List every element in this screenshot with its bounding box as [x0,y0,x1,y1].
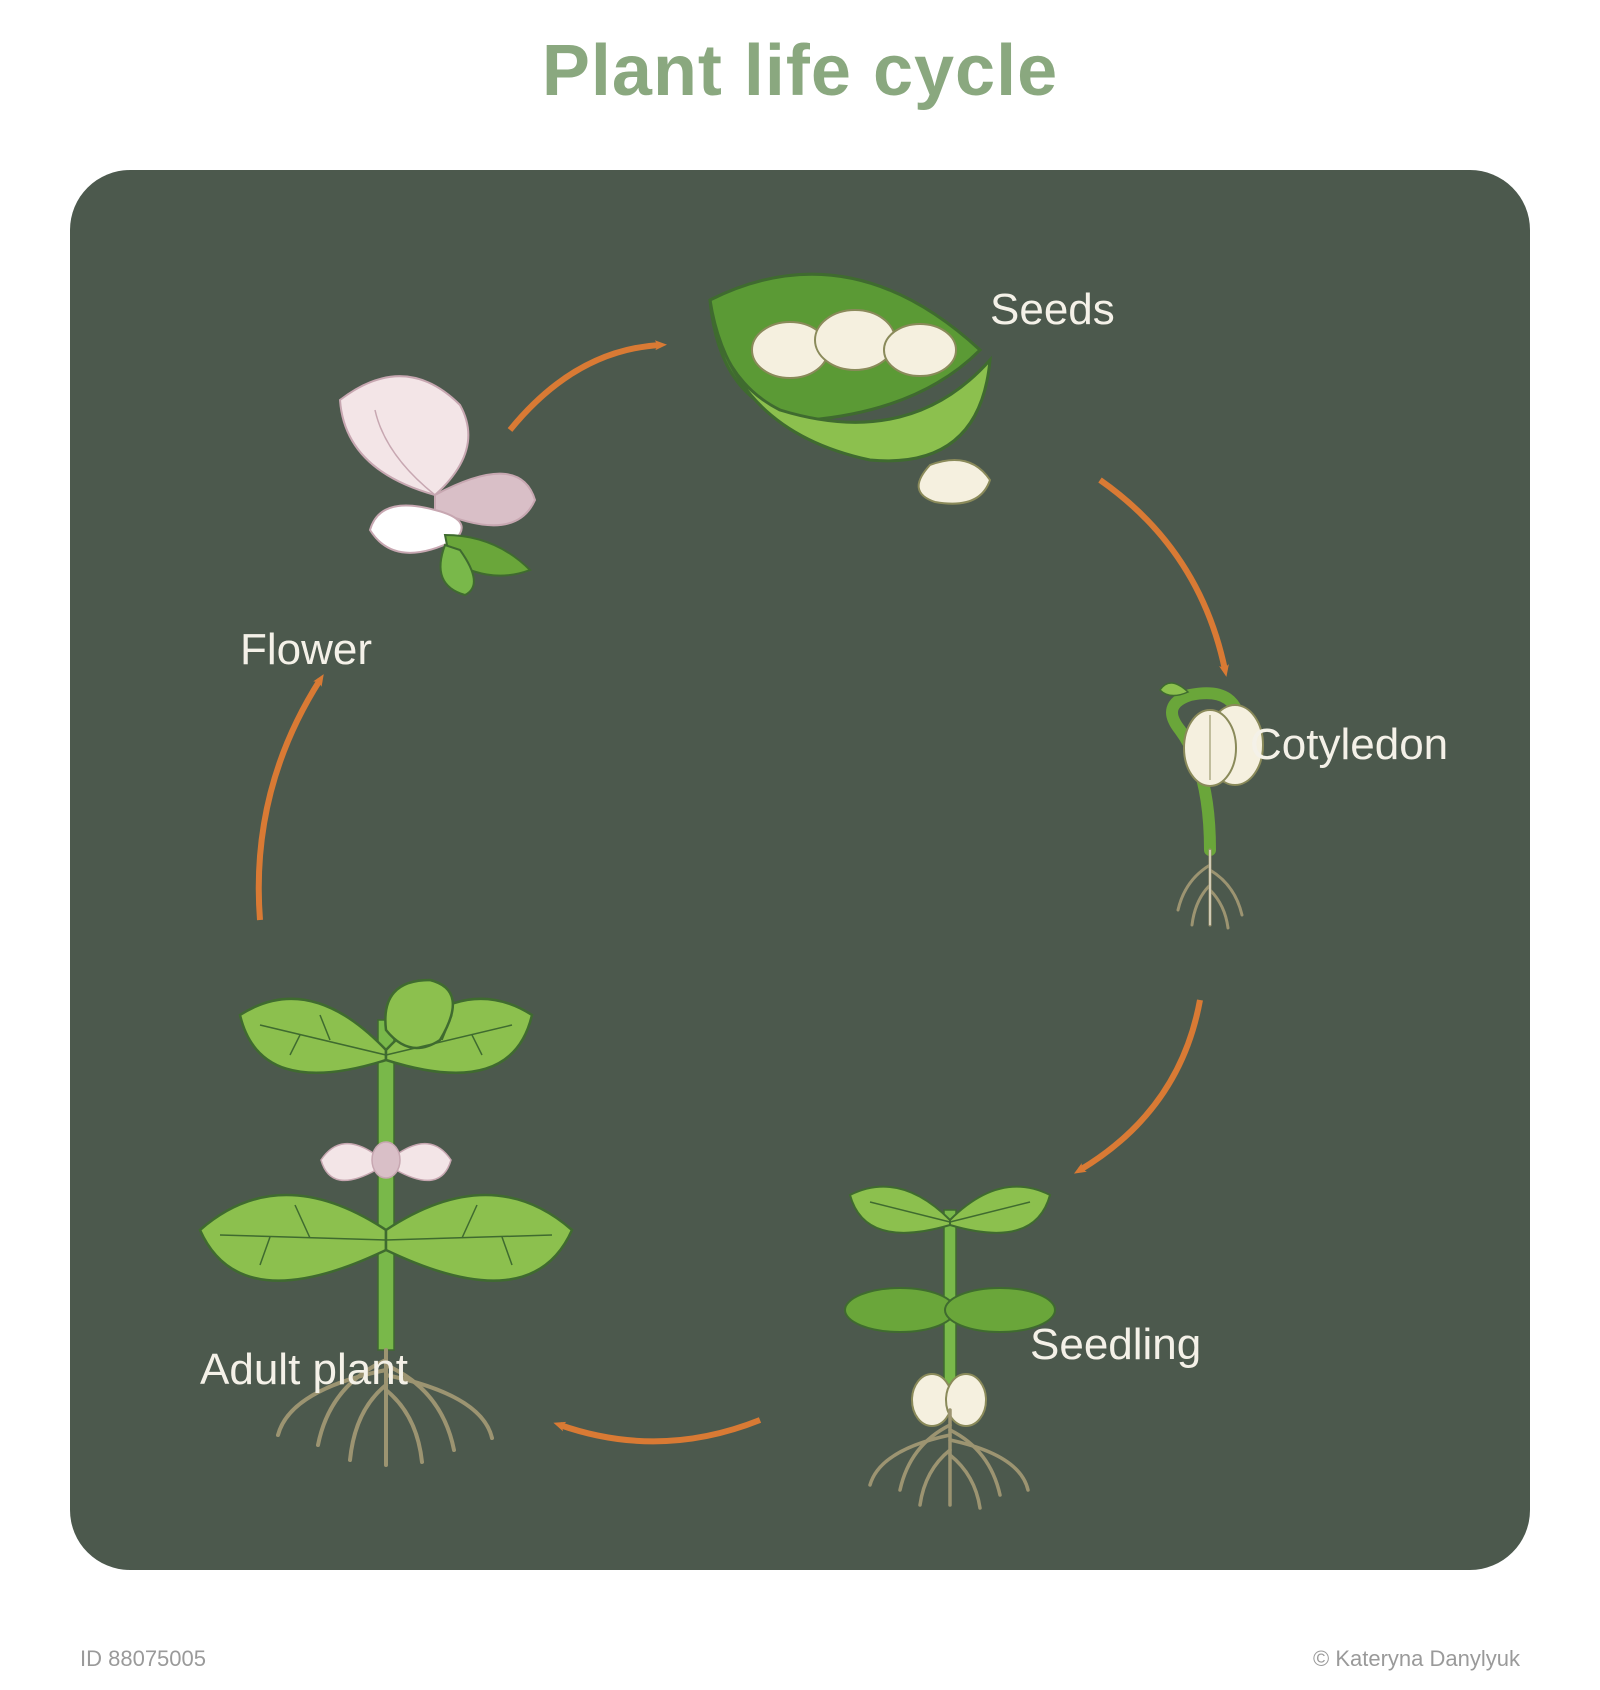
attribution-author: © Kateryna Danylyuk [1313,1646,1520,1672]
label-seedling: Seedling [1030,1320,1201,1370]
stage-flower-icon [285,360,585,620]
label-flower: Flower [240,625,372,675]
label-adult-plant: Adult plant [200,1345,408,1395]
arrow-adult-to-flower [259,680,320,920]
arrow-cotyledon-to-seedling [1080,1000,1200,1170]
stage-cotyledon-icon [1110,670,1310,950]
label-cotyledon: Cotyledon [1250,720,1448,770]
stage-seeds-icon [670,260,1030,520]
page: Plant life cycle [0,0,1600,1690]
label-seeds: Seeds [990,285,1115,335]
attribution-id: ID 88075005 [80,1646,206,1672]
diagram-title: Plant life cycle [0,30,1600,112]
diagram-board: Seeds Cotyledon Seedling Adult plant Flo… [70,170,1530,1570]
stage-adult-plant-icon [180,960,600,1480]
arrow-seeds-to-cotyledon [1100,480,1225,670]
